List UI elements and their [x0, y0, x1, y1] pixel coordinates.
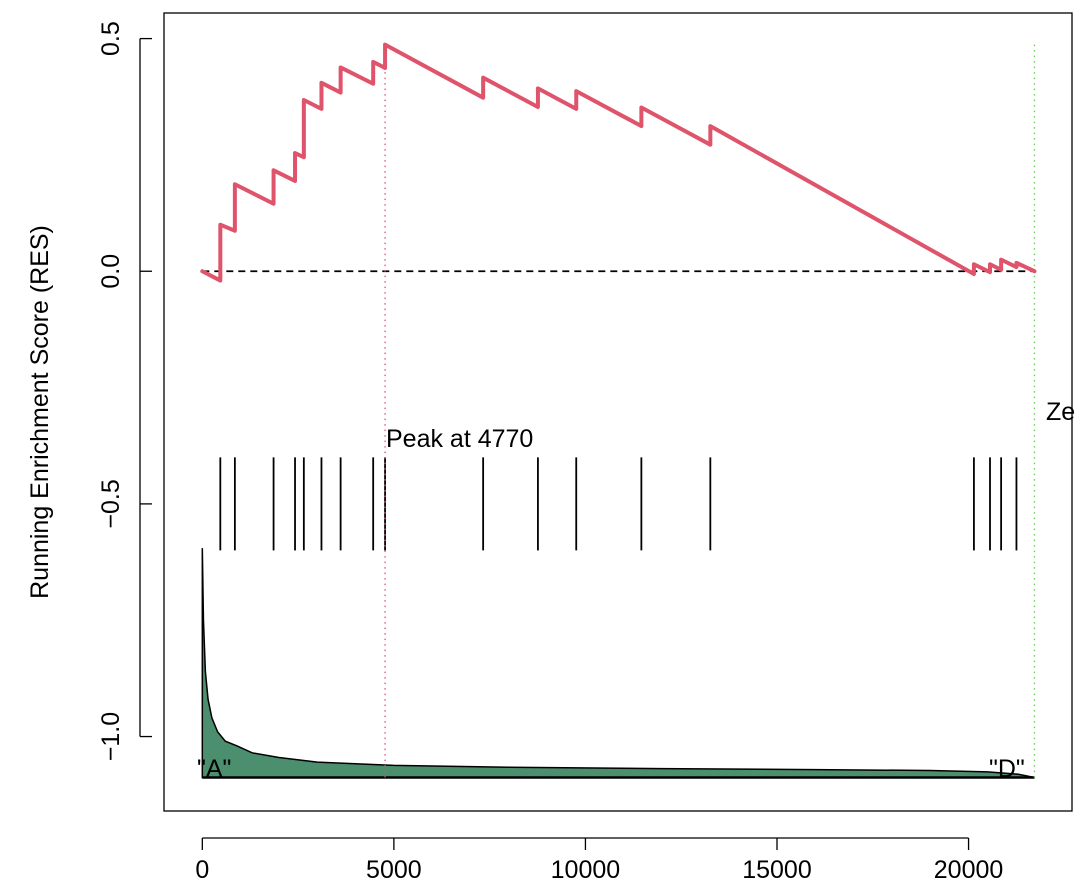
- y-tick-label: 0.5: [97, 21, 125, 56]
- res-line-layer: [200, 42, 1037, 283]
- res-line: [200, 42, 1037, 283]
- ranked-metric-area-layer: [201, 548, 1035, 779]
- x-tick-label: 10000: [551, 856, 621, 884]
- zero-cross-label: Ze: [1046, 398, 1075, 426]
- peak-label: Peak at 4770: [386, 425, 533, 453]
- y-tick-label: −1.0: [97, 712, 125, 761]
- x-tick-label: 15000: [742, 856, 812, 884]
- y-tick-label: −0.5: [97, 479, 125, 528]
- label-d: "D": [989, 755, 1025, 783]
- gene-hit-layer: [219, 457, 1018, 551]
- y-tick-label: 0.0: [97, 254, 125, 289]
- axes-layer: 0 5000 10000 15000 20000 0.5 0.0 −0.5 −1.0: [97, 21, 1003, 884]
- ranked-metric-area: [201, 548, 1035, 779]
- y-axis-label: Running Enrichment Score (RES): [26, 225, 54, 599]
- label-a: "A": [197, 755, 231, 783]
- reference-lines-layer: [202, 44, 1036, 778]
- x-tick-label: 0: [195, 856, 209, 884]
- plot-frame: [163, 12, 1073, 812]
- x-tick-label: 5000: [366, 856, 422, 884]
- x-tick-label: 20000: [934, 856, 1004, 884]
